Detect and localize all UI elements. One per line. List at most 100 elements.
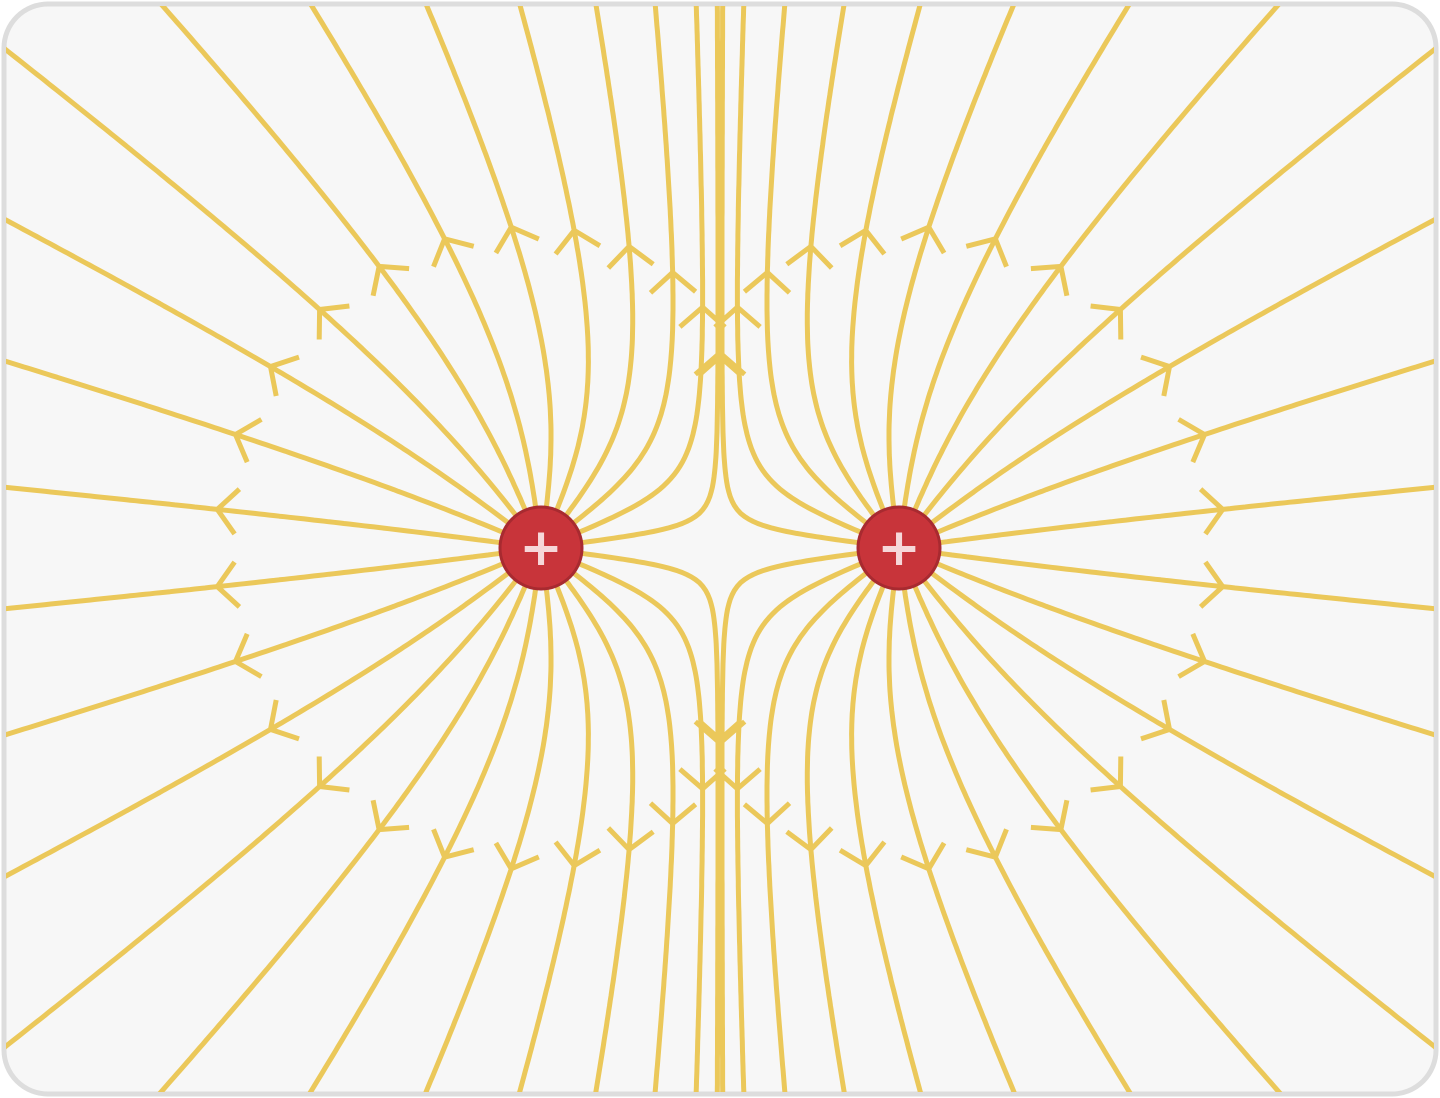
field-line [734, 561, 863, 1092]
field-line [572, 6, 676, 525]
field-direction-arrow-icon [316, 303, 350, 340]
field-line [912, 584, 1340, 1092]
field-line [577, 6, 706, 535]
direction-arrows-group [213, 224, 1227, 872]
field-line [581, 6, 721, 546]
field-direction-arrow-icon [431, 235, 475, 268]
plus-sign-icon: + [877, 518, 921, 578]
field-direction-arrow-icon [693, 719, 743, 745]
field-line [764, 571, 868, 1092]
field-direction-arrow-icon [785, 243, 834, 270]
field-line [764, 6, 868, 525]
field-direction-arrow-icon [553, 227, 602, 256]
field-direction-arrow-icon [742, 269, 792, 295]
field-line [267, 6, 539, 508]
field-line [935, 338, 1434, 535]
field-direction-arrow-icon [431, 828, 475, 861]
field-direction-arrow-icon [1177, 417, 1208, 464]
field-direction-arrow-icon [553, 840, 602, 869]
field-line [581, 550, 721, 1092]
field-line [100, 584, 528, 1092]
field-direction-arrow-icon [697, 719, 747, 745]
positive-charge-right: + [856, 505, 942, 591]
field-direction-arrow-icon [713, 767, 762, 793]
field-direction-arrow-icon [838, 840, 887, 869]
field-line [498, 584, 591, 1092]
field-direction-arrow-icon [316, 756, 350, 793]
field-direction-arrow-icon [1030, 263, 1070, 297]
field-direction-arrow-icon [1177, 632, 1208, 679]
field-line [564, 6, 636, 517]
field-direction-arrow-icon [1198, 487, 1227, 536]
field-line [499, 6, 591, 512]
field-direction-arrow-icon [965, 235, 1009, 268]
field-direction-arrow-icon [213, 560, 242, 609]
field-line [912, 6, 1339, 512]
field-direction-arrow-icon [742, 801, 792, 827]
field-direction-arrow-icon [213, 487, 242, 536]
field-line [577, 561, 706, 1092]
field-direction-arrow-icon [713, 303, 762, 329]
field-direction-arrow-icon [370, 263, 410, 297]
field-line [804, 579, 876, 1092]
field-line [886, 588, 1045, 1092]
field-line [935, 561, 1434, 758]
field-line [849, 584, 942, 1092]
field-direction-arrow-icon [493, 841, 540, 872]
charge-circle [856, 505, 942, 591]
field-direction-arrow-icon [648, 269, 698, 295]
field-direction-arrow-icon [697, 351, 747, 377]
field-line [6, 571, 510, 914]
field-direction-arrow-icon [232, 417, 263, 464]
field-direction-arrow-icon [1140, 699, 1173, 742]
field-direction-arrow-icon [1030, 799, 1070, 833]
field-line [719, 550, 859, 1092]
field-direction-arrow-icon [606, 826, 655, 853]
positive-charge-left: + [498, 505, 584, 591]
field-direction-arrow-icon [606, 243, 655, 270]
field-line [6, 579, 518, 1092]
field-direction-arrow-icon [678, 303, 727, 329]
field-direction-arrow-icon [678, 767, 727, 793]
field-line [922, 579, 1434, 1092]
field-line [734, 6, 863, 535]
field-line [396, 6, 554, 508]
field-direction-arrow-icon [1198, 560, 1227, 609]
field-direction-arrow-icon [648, 801, 698, 827]
field-line [6, 338, 505, 535]
field-direction-arrow-icon [1140, 354, 1173, 397]
field-line [849, 6, 941, 512]
field-line [6, 6, 518, 517]
field-direction-arrow-icon [838, 227, 887, 256]
field-line [930, 182, 1434, 525]
field-direction-arrow-icon [1090, 303, 1124, 340]
field-line [564, 579, 636, 1092]
field-line [886, 6, 1044, 508]
field-direction-arrow-icon [267, 354, 300, 397]
charge-circle [498, 505, 584, 591]
field-direction-arrow-icon [267, 699, 300, 742]
field-line [719, 6, 859, 546]
field-line [395, 588, 554, 1092]
field-direction-arrow-icon [370, 799, 410, 833]
field-line [101, 6, 528, 512]
field-line [901, 6, 1173, 508]
field-line [266, 588, 539, 1092]
field-direction-arrow-icon [900, 841, 947, 872]
field-line [804, 6, 876, 517]
field-line [6, 561, 505, 758]
field-line [6, 182, 510, 525]
field-line [572, 571, 676, 1092]
field-direction-arrow-icon [965, 828, 1009, 861]
field-direction-arrow-icon [1090, 756, 1124, 793]
field-line [930, 571, 1434, 914]
field-direction-arrow-icon [693, 351, 743, 377]
field-direction-arrow-icon [493, 224, 540, 255]
field-direction-arrow-icon [900, 224, 947, 255]
field-direction-arrow-icon [232, 632, 263, 679]
field-line [922, 6, 1434, 517]
